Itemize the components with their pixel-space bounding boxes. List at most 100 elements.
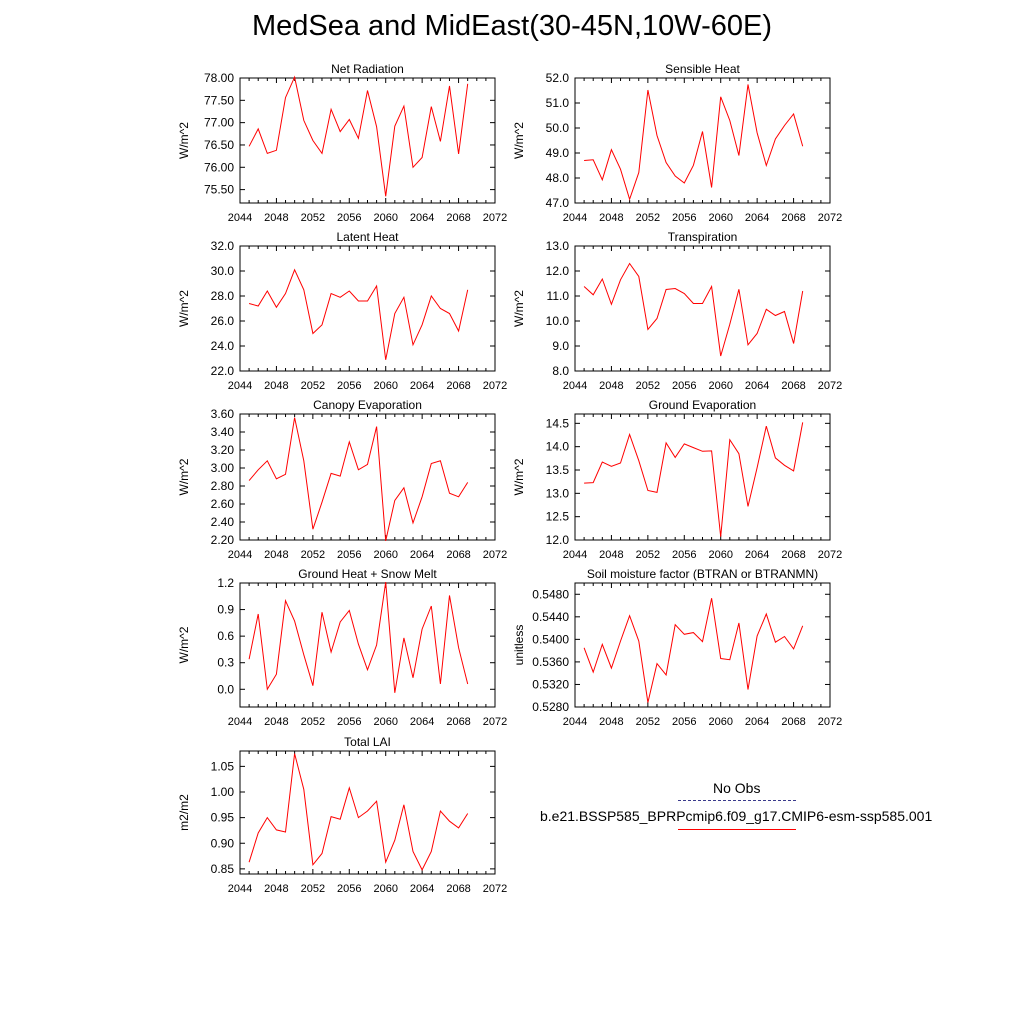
y-axis-label: W/m^2 [512,122,526,159]
y-tick-label: 22.0 [211,364,235,378]
x-tick-label: 2068 [781,380,805,392]
x-tick-label: 2064 [410,549,434,561]
y-tick-label: 0.5360 [532,655,569,669]
x-tick-label: 2060 [708,716,732,728]
x-tick-label: 2068 [446,212,470,224]
x-tick-label: 2048 [264,883,288,895]
x-tick-label: 2048 [599,549,623,561]
y-tick-label: 0.5440 [532,610,569,624]
plot-frame [239,750,496,875]
y-tick-label: 0.9 [217,603,234,617]
series-line [583,598,804,703]
x-tick-label: 2064 [745,212,769,224]
y-tick-label: 51.0 [546,96,570,110]
y-tick-label: 49.0 [546,146,570,160]
x-tick-label: 2068 [781,212,805,224]
y-tick-label: 13.0 [546,486,570,500]
x-tick-label: 2044 [563,549,587,561]
x-tick-label: 2056 [672,212,696,224]
series-line [583,262,804,357]
plot-frame [574,413,831,541]
x-tick-label: 2056 [672,549,696,561]
y-tick-label: 3.40 [211,425,235,439]
x-tick-label: 2052 [636,716,660,728]
legend-model-line [678,829,796,830]
x-tick-label: 2068 [446,380,470,392]
y-axis-label: W/m^2 [177,290,191,327]
x-tick-label: 2072 [483,212,507,224]
x-tick-label: 2064 [410,380,434,392]
y-axis-label: m2/m2 [177,794,191,831]
y-tick-label: 9.0 [552,339,569,353]
legend-obs-line [678,800,796,801]
x-tick-label: 2044 [228,380,252,392]
x-tick-label: 2060 [708,212,732,224]
y-tick-label: 76.00 [204,160,234,174]
x-tick-label: 2044 [563,716,587,728]
x-tick-label: 2072 [483,883,507,895]
y-tick-label: 0.5400 [532,632,569,646]
x-tick-label: 2060 [708,380,732,392]
x-tick-label: 2056 [672,716,696,728]
y-tick-label: 0.5320 [532,677,569,691]
y-tick-label: 50.0 [546,121,570,135]
y-tick-label: 1.2 [217,576,234,590]
panel-title: Latent Heat [336,230,399,244]
plot-frame [574,77,831,204]
y-tick-label: 8.0 [552,364,569,378]
x-tick-label: 2048 [264,212,288,224]
legend-model-label: b.e21.BSSP585_BPRPcmip6.f09_g17.CMIP6-es… [540,808,933,824]
panel-title: Ground Evaporation [649,398,756,412]
x-tick-label: 2072 [483,380,507,392]
x-tick-label: 2068 [781,549,805,561]
x-tick-label: 2044 [228,883,252,895]
y-tick-label: 3.20 [211,443,235,457]
x-tick-label: 2048 [599,212,623,224]
x-tick-label: 2044 [228,549,252,561]
y-axis-label: W/m^2 [177,458,191,495]
x-tick-label: 2064 [410,212,434,224]
panel-title: Net Radiation [331,62,404,76]
x-tick-label: 2060 [373,883,397,895]
y-tick-label: 77.00 [204,116,234,130]
plot-frame [574,245,831,372]
x-tick-label: 2060 [373,380,397,392]
y-tick-label: 30.0 [211,264,235,278]
y-tick-label: 13.0 [546,239,570,253]
y-tick-label: 12.0 [546,533,570,547]
x-tick-label: 2056 [337,883,361,895]
legend-obs-label: No Obs [713,780,761,796]
x-tick-label: 2072 [818,716,842,728]
x-tick-label: 2052 [636,380,660,392]
plot-frame [239,245,496,372]
y-tick-label: 0.0 [217,682,234,696]
y-tick-label: 1.05 [211,759,235,773]
series-line [248,417,469,542]
y-tick-label: 14.0 [546,440,570,454]
x-tick-label: 2064 [745,549,769,561]
x-tick-label: 2056 [337,549,361,561]
y-tick-label: 0.3 [217,656,234,670]
y-tick-label: 26.0 [211,314,235,328]
x-tick-label: 2072 [818,380,842,392]
plot-frame [574,582,831,708]
x-tick-label: 2064 [745,716,769,728]
y-tick-label: 13.5 [546,463,570,477]
y-tick-label: 78.00 [204,71,234,85]
y-tick-label: 12.5 [546,510,570,524]
x-tick-label: 2068 [446,883,470,895]
x-tick-label: 2060 [373,716,397,728]
y-tick-label: 3.60 [211,407,235,421]
x-tick-label: 2048 [599,380,623,392]
x-tick-label: 2068 [446,716,470,728]
x-tick-label: 2052 [301,212,325,224]
y-tick-label: 0.5280 [532,700,569,714]
y-tick-label: 1.00 [211,785,235,799]
y-tick-label: 76.50 [204,138,234,152]
y-tick-label: 0.6 [217,629,234,643]
x-tick-label: 2072 [818,549,842,561]
panel-title: Soil moisture factor (BTRAN or BTRANMN) [587,567,818,581]
plot-frame [239,413,496,541]
panel-title: Canopy Evaporation [313,398,422,412]
